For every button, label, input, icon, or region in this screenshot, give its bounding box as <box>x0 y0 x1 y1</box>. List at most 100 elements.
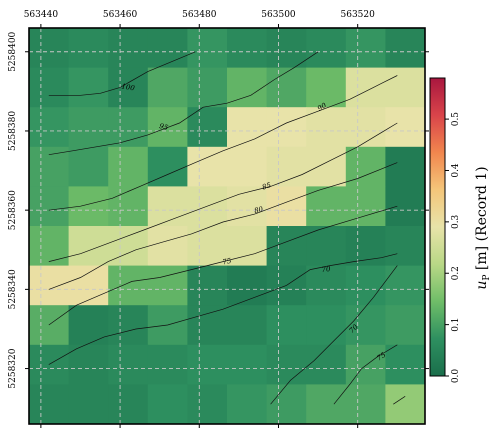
y-tick-label: 5258340 <box>8 269 18 309</box>
x-tick-label: 563440 <box>24 10 59 20</box>
heatmap-cell <box>29 384 69 425</box>
heatmap-cell <box>306 186 347 227</box>
heatmap-cell <box>345 305 386 346</box>
heatmap-cell <box>266 28 307 68</box>
heatmap-cell <box>306 226 347 266</box>
contour-line <box>48 162 398 290</box>
heatmap-cell <box>385 186 426 227</box>
heatmap-cell <box>147 186 188 227</box>
heatmap-cell <box>108 226 149 266</box>
colorbar-tick-label: 0.4 <box>451 163 461 178</box>
heatmap-cell <box>68 344 109 385</box>
heatmap-cell <box>227 28 267 68</box>
contour-label: 70 <box>321 265 331 274</box>
heatmap-cell <box>266 107 307 148</box>
colorbar-gradient <box>429 77 446 377</box>
heatmap-cell <box>345 28 386 68</box>
heatmap-cell <box>29 146 69 187</box>
heatmap-cell <box>147 265 188 306</box>
heatmap-cell <box>266 146 307 187</box>
heatmap-cell <box>68 146 109 187</box>
heatmap-cell <box>187 146 228 187</box>
y-tick-label: 5258400 <box>8 31 18 71</box>
heatmap-cell <box>266 67 307 108</box>
heatmap-cell <box>227 146 267 187</box>
contour-line <box>333 344 398 405</box>
contour-label: 80 <box>253 205 264 215</box>
heatmap-cell <box>266 226 307 266</box>
heatmap-cells <box>29 28 426 425</box>
grid-lines <box>29 28 425 424</box>
contour-line <box>48 205 398 326</box>
heatmap-cell <box>29 107 69 148</box>
heatmap-cell <box>147 344 188 385</box>
heatmap-cell <box>306 265 347 306</box>
heatmap-cell <box>68 384 109 425</box>
heatmap-cell <box>306 67 347 108</box>
colorbar-tick-label: 0.5 <box>451 112 461 127</box>
heatmap-cell <box>29 28 69 68</box>
contour-line <box>48 51 196 96</box>
colorbar-tick-label: 0.1 <box>451 317 461 331</box>
heatmap-cell <box>108 146 149 187</box>
heatmap-cell <box>187 305 228 346</box>
heatmap-cell <box>306 28 347 68</box>
heatmap-cell <box>187 384 228 425</box>
contour-lines <box>48 51 406 405</box>
heatmap-cell <box>108 305 149 346</box>
x-tick-label: 563500 <box>261 10 296 20</box>
heatmap-cell <box>345 107 386 148</box>
colorbar-ticks: 0.0 0.1 0.2 0.3 0.4 0.5 <box>445 112 461 383</box>
contour-label: 100 <box>121 82 136 92</box>
heatmap-cell <box>108 384 149 425</box>
heatmap-cell <box>227 226 267 266</box>
y-tick-label: 5258320 <box>8 348 18 388</box>
heatmap-cell <box>147 384 188 425</box>
heatmap-cell <box>385 384 426 425</box>
heatmap-cell <box>29 186 69 227</box>
heatmap-cell <box>108 67 149 108</box>
heatmap-cell <box>108 265 149 306</box>
heatmap-cell <box>227 344 267 385</box>
contour-line <box>393 396 406 405</box>
heatmap-cell <box>68 226 109 266</box>
x-tick-label: 563480 <box>182 10 217 20</box>
heatmap-cell <box>187 67 228 108</box>
colorbar: 0.0 0.1 0.2 0.3 0.4 0.5 uP [m] (Record 1) <box>429 77 492 383</box>
heatmap-cell <box>385 67 426 108</box>
heatmap-cell <box>68 305 109 346</box>
heatmap-cell <box>306 305 347 346</box>
y-tick-label: 5258360 <box>8 190 18 230</box>
heatmap-cell <box>227 186 267 227</box>
heatmap-cell <box>266 384 307 425</box>
heatmap-cell <box>147 226 188 266</box>
heatmap-cell <box>29 265 69 306</box>
contour-label: 85 <box>261 181 272 192</box>
heatmap-cell <box>187 265 228 306</box>
heatmap-cell <box>108 28 149 68</box>
x-tick-label: 563460 <box>103 10 138 20</box>
contour-line <box>48 253 398 365</box>
colorbar-label-rest: [m] (Record 1) <box>474 166 490 274</box>
heatmap-cell <box>385 146 426 187</box>
heatmap-cell <box>227 265 267 306</box>
heatmap-cell <box>227 67 267 108</box>
heatmap-cell <box>227 305 267 346</box>
heatmap-cell <box>187 344 228 385</box>
heatmap-cell <box>306 146 347 187</box>
heatmap-cell <box>108 107 149 148</box>
contour-label: 95 <box>158 122 169 132</box>
heatmap-cell <box>187 107 228 148</box>
heatmap-cell <box>345 186 386 227</box>
heatmap-cell <box>385 265 426 306</box>
heatmap-cell <box>345 67 386 108</box>
heatmap-cell <box>108 344 149 385</box>
heatmap-cell <box>306 384 347 425</box>
contour-label: 90 <box>316 101 328 113</box>
colorbar-label-symbol: u <box>474 281 490 290</box>
x-axis: 563440 563460 563480 563500 563520 <box>24 10 375 428</box>
heatmap-cell <box>345 344 386 385</box>
contour-line <box>48 51 319 156</box>
